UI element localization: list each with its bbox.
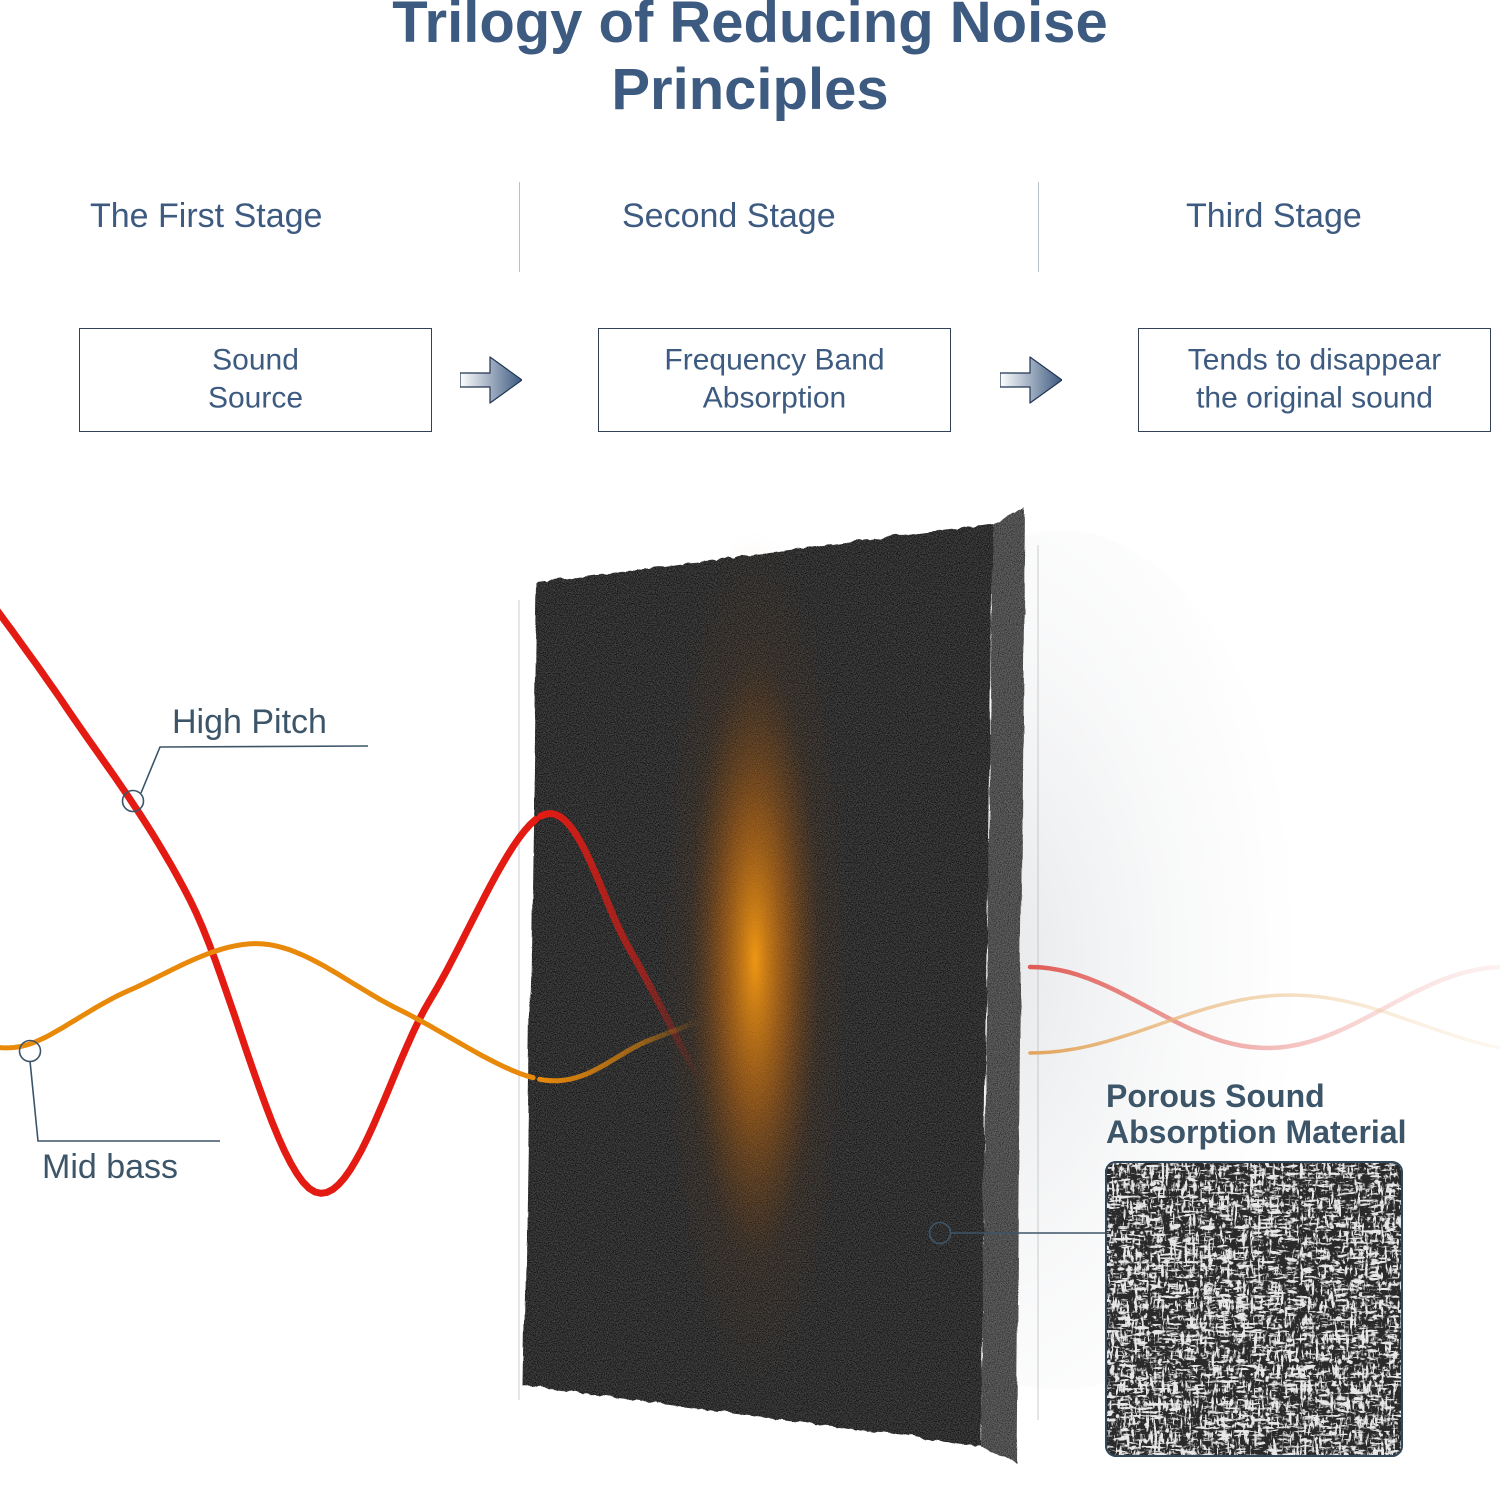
- svg-text:Mid bass: Mid bass: [42, 1148, 178, 1186]
- svg-text:High Pitch: High Pitch: [172, 703, 327, 741]
- svg-text:Absorption Material: Absorption Material: [1106, 1114, 1406, 1150]
- svg-text:Porous Sound: Porous Sound: [1106, 1078, 1325, 1114]
